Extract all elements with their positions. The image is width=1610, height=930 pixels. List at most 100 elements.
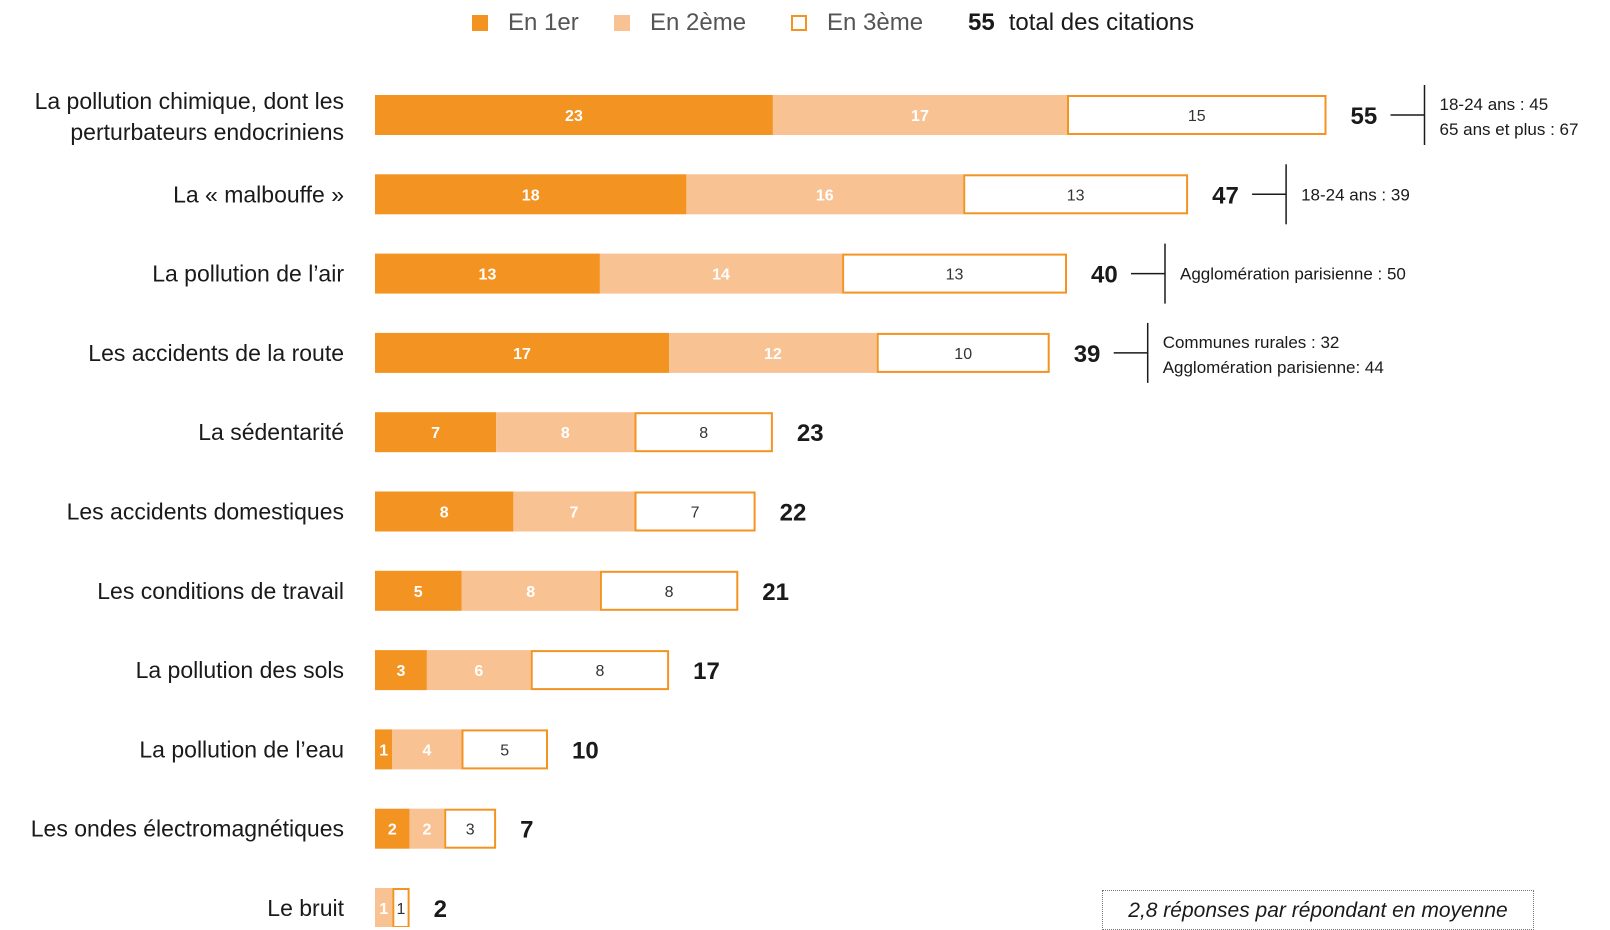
bar-segment-first [375,729,393,770]
legend-total-value: 55 [968,9,995,36]
bar-segment-third [599,570,739,611]
note-text: 2,8 réponses par répondant en moyenne [1128,899,1508,922]
data-label: 8 [526,584,535,601]
category-label: perturbateurs endocriniens [70,119,344,145]
category-label: Les accidents domestiques [67,499,344,525]
legend-swatch-third [791,15,807,31]
legend-item-total: 55 total des citations [968,8,1194,38]
bar-segment-second [686,174,964,215]
category-label: Les accidents de la route [88,340,344,366]
total-label: 7 [520,817,533,844]
data-label: 15 [1188,108,1206,125]
bar-segment-first [375,174,687,215]
bar-segment-second [426,650,531,691]
category-label: Les conditions de travail [97,578,344,604]
bar-segment-third [842,253,1067,294]
bar-segment-first [375,253,600,294]
bar-segment-second [392,729,462,770]
data-label: 2 [422,822,431,839]
data-label: 5 [414,584,423,601]
bar-segment-first [375,808,410,849]
bar-segment-third [634,412,773,453]
total-label: 40 [1091,262,1118,289]
bar-segment-third [444,808,497,849]
legend-label-first: En 1er [508,9,579,36]
data-label: 17 [513,346,531,363]
data-label: 2 [388,822,397,839]
data-label: 13 [1067,187,1085,204]
data-label: 7 [569,505,578,522]
annotation-text: Agglomération parisienne : 50 [1180,265,1406,284]
data-label: 8 [561,425,570,442]
category-label: La pollution chimique, dont les [35,88,344,114]
bar-segment-first [375,570,462,611]
data-label: 1 [396,901,405,918]
legend-swatch-first [472,15,488,31]
data-label: 3 [396,663,405,680]
total-label: 21 [762,579,789,606]
data-label: 6 [474,663,483,680]
data-label: 1 [379,742,388,759]
annotation-text: Agglomération parisienne: 44 [1163,358,1384,377]
legend-item-first: En 1er [472,8,579,38]
category-label: Le bruit [267,895,344,921]
total-label: 22 [780,500,807,527]
bar-segment-first [375,95,773,135]
bar-segment-first [375,332,670,373]
category-label: La pollution des sols [136,657,344,683]
bar-segment-second [461,570,600,611]
data-label: 3 [466,822,475,839]
annotation-text: Communes rurales : 32 [1163,333,1340,352]
data-label: 8 [595,663,604,680]
note-box: 2,8 réponses par répondant en moyenne [1102,890,1534,930]
data-label: 13 [946,267,964,284]
total-label: 47 [1212,182,1239,209]
legend-label-second: En 2ème [650,9,747,36]
legend-label-third: En 3ème [827,9,924,36]
category-label: La pollution de l’air [152,261,344,287]
total-label: 2 [434,896,447,923]
total-label: 17 [693,658,720,685]
bar-segment-second [513,491,635,532]
data-label: 10 [954,346,972,363]
data-label: 17 [911,108,929,125]
data-label: 18 [522,187,540,204]
bar-segment-first [375,491,514,532]
data-label: 14 [712,267,730,284]
bar-segment-first [375,650,427,691]
category-label: La sédentarité [198,419,344,445]
data-label: 5 [500,742,509,759]
category-label: La « malbouffe » [173,181,344,207]
data-label: 7 [691,505,700,522]
annotation-text: 18-24 ans : 39 [1301,185,1410,204]
bar-segment-second [669,332,877,373]
total-label: 10 [572,737,599,764]
annotation-text: 18-24 ans : 45 [1440,95,1549,114]
bar-segment-second [375,888,393,927]
category-label: Les ondes électromagnétiques [31,816,344,842]
bar-segment-third [634,491,756,532]
data-label: 23 [565,108,583,125]
legend-total-label: total des citations [1008,9,1195,36]
bar-segment-third [963,174,1189,215]
annotation-text: 65 ans et plus : 67 [1440,120,1579,139]
bar-segment-third [1067,95,1327,135]
bar-segment-third [530,650,670,691]
bar-segment-third [392,888,410,927]
data-label: 12 [764,346,782,363]
data-label: 7 [431,425,440,442]
category-label: La pollution de l’eau [139,736,344,762]
bar-segment-third [461,729,548,770]
bar-segment-second [496,412,635,453]
data-label: 8 [440,505,449,522]
total-label: 23 [797,420,824,447]
data-label: 4 [422,742,431,759]
data-label: 8 [665,584,674,601]
data-label: 13 [479,267,497,284]
bar-segment-second [772,95,1067,135]
bar-segment-third [876,332,1050,373]
data-label: 16 [816,187,834,204]
bar-segment-first [375,412,497,453]
chart-legend: En 1er En 2ème En 3ème 55 total des cita… [0,0,1610,48]
